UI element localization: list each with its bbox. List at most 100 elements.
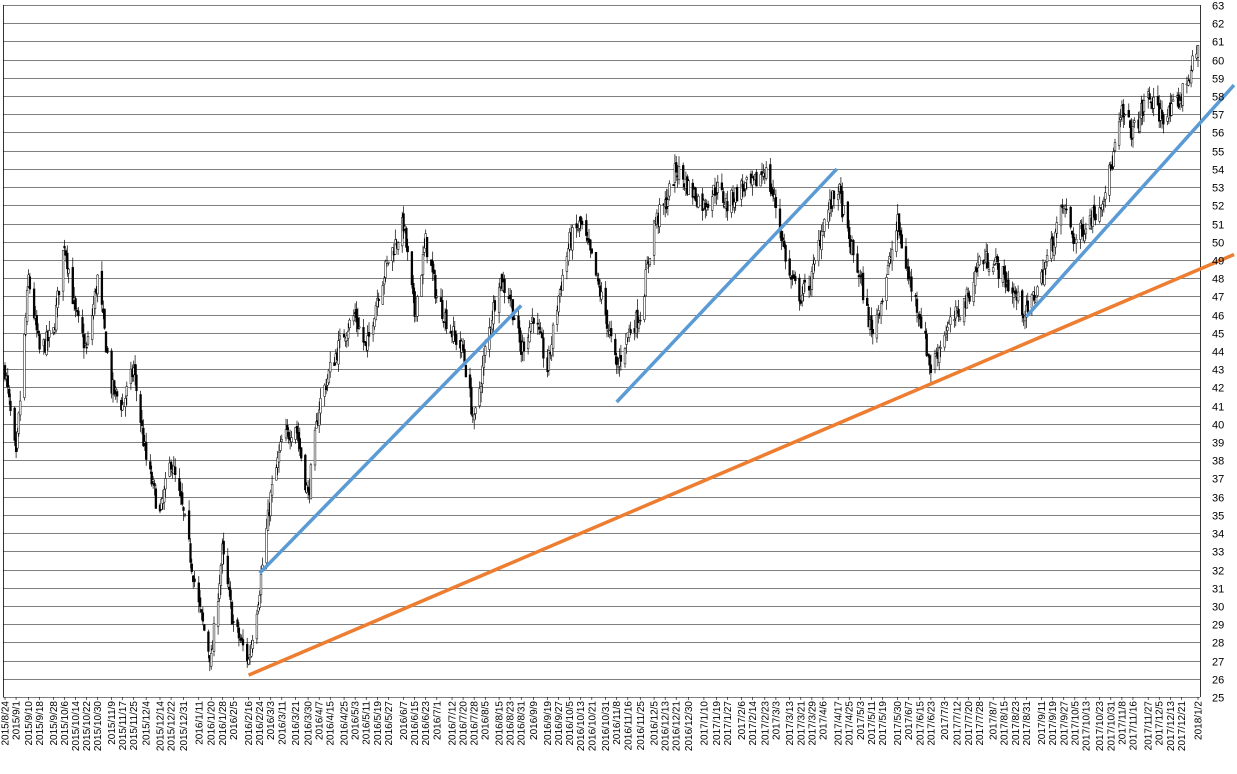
candle-body <box>975 267 978 273</box>
candle-body <box>367 332 371 337</box>
x-tick-label: 2016/10/31 <box>601 701 612 751</box>
candle-body <box>1170 103 1173 116</box>
y-tick-label: 41 <box>1212 402 1224 414</box>
y-tick-label: 39 <box>1212 438 1224 450</box>
candle-body <box>434 274 437 299</box>
candle-body <box>1148 93 1151 100</box>
y-tick-label: 58 <box>1212 92 1224 104</box>
candle-body <box>817 239 820 262</box>
candle-body <box>949 316 952 325</box>
x-tick-label: 2017/10/13 <box>1081 701 1092 751</box>
candle-body <box>387 261 390 264</box>
x-tick-label: 2017/4/25 <box>845 701 856 746</box>
candle-body <box>96 274 99 295</box>
candle-body <box>200 609 203 613</box>
candle-body <box>1142 100 1146 112</box>
candle-body <box>556 309 559 325</box>
x-tick-label: 2016/6/15 <box>410 701 421 746</box>
x-tick-label: 2017/8/15 <box>1000 701 1011 746</box>
candle-body <box>1011 287 1014 294</box>
x-tick-label: 2016/12/21 <box>672 701 683 751</box>
candle-body <box>542 337 545 359</box>
candle-body <box>1101 203 1104 211</box>
candle-body <box>812 263 815 274</box>
x-tick-label: 2017/9/27 <box>1059 701 1070 746</box>
x-tick-label: 2017/8/23 <box>1011 701 1022 746</box>
y-tick-label: 30 <box>1212 602 1224 614</box>
candle-body <box>197 582 200 603</box>
candle-body <box>810 271 814 290</box>
candle-body <box>421 254 425 276</box>
candle-body <box>1196 45 1200 58</box>
candle-body <box>212 623 216 652</box>
candle-body <box>720 182 724 190</box>
candle-body <box>1178 100 1182 105</box>
candle-body <box>852 240 855 256</box>
candle-body <box>614 338 617 356</box>
candle-body <box>1156 96 1160 106</box>
x-tick-label: 2017/10/5 <box>1070 701 1081 746</box>
candle-body <box>920 316 923 329</box>
x-tick-label: 2016/9/9 <box>529 701 540 740</box>
candle-body <box>219 565 223 586</box>
candle-body <box>575 223 578 229</box>
x-tick-label: 2016/4/25 <box>340 701 351 746</box>
candle-body <box>323 384 326 397</box>
candle-body <box>348 319 351 329</box>
candle-body <box>958 317 962 321</box>
candle-body <box>48 330 51 338</box>
candle-body <box>280 439 283 442</box>
x-tick-label: 2016/5/27 <box>384 701 395 746</box>
candle-body <box>140 420 144 427</box>
x-tick-label: 2016/8/5 <box>481 701 492 740</box>
y-tick-label: 49 <box>1212 256 1224 268</box>
candle-body <box>774 197 778 208</box>
candle-body <box>153 482 156 486</box>
candle-body <box>374 305 378 321</box>
candle-body <box>258 595 261 608</box>
x-tick-label: 2016/5/19 <box>373 701 384 746</box>
candle-body <box>503 278 506 293</box>
y-tick-label: 44 <box>1212 347 1224 359</box>
candle-body <box>1026 300 1029 313</box>
x-tick-label: 2017/9/19 <box>1048 701 1059 746</box>
candle-body <box>910 276 913 292</box>
candle-body <box>965 288 969 309</box>
candle-body <box>997 262 1000 279</box>
candle-body <box>410 251 414 286</box>
candle-body <box>1054 231 1057 248</box>
candle-body <box>895 230 898 252</box>
candle-body <box>529 323 533 332</box>
candle-body <box>1191 55 1194 71</box>
candle-body <box>405 227 408 248</box>
x-tick-label: 2015/9/18 <box>35 701 46 746</box>
x-tick-label: 2016/4/15 <box>326 701 337 746</box>
candle-body <box>240 637 243 641</box>
candle-body <box>856 253 859 273</box>
candle-body <box>163 489 166 503</box>
candle-body <box>1051 236 1054 252</box>
candle-body <box>666 199 670 207</box>
candle-body <box>81 317 84 333</box>
candle-body <box>151 479 155 482</box>
candle-body <box>412 282 415 295</box>
y-tick-label: 33 <box>1212 547 1224 559</box>
candle-body <box>837 194 840 201</box>
x-tick-label: 2016/5/3 <box>351 701 362 740</box>
candle-body <box>1021 290 1024 316</box>
x-tick-label: 2017/4/17 <box>834 701 845 746</box>
candle-body <box>1152 97 1155 109</box>
candle-body <box>576 229 580 231</box>
candle-body <box>66 252 69 270</box>
candle-body <box>604 287 607 315</box>
candle-body <box>435 295 438 298</box>
candle-body <box>74 298 77 310</box>
candle-body <box>190 563 193 572</box>
candle-body <box>565 256 569 272</box>
candle-body <box>859 274 862 276</box>
candle-body <box>1014 290 1017 295</box>
candle-body <box>84 343 87 346</box>
candle-body <box>1117 121 1121 146</box>
candle-body <box>773 194 776 199</box>
candle-body <box>439 297 443 302</box>
